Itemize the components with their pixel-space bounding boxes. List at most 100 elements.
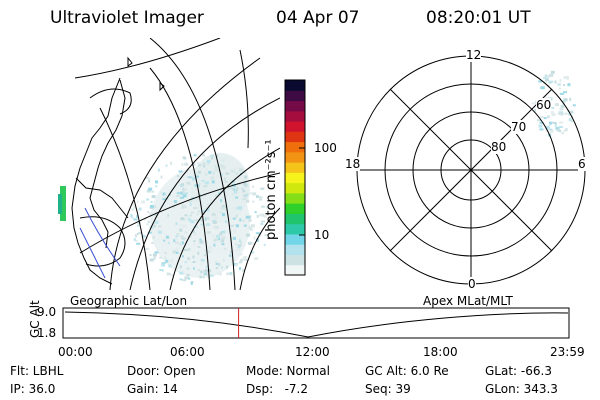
emission-pixel [252, 185, 255, 188]
emission-pixel [552, 122, 557, 124]
emission-pixel [259, 198, 263, 201]
emission-pixel [543, 76, 548, 79]
emission-pixel [206, 159, 211, 163]
emission-pixel [256, 195, 259, 199]
emission-pixel [557, 82, 561, 85]
emission-pixel [234, 264, 237, 267]
emission-pixel [178, 170, 183, 173]
emission-pixel [244, 259, 249, 261]
emission-pixel [138, 207, 142, 211]
emission-pixel [216, 234, 221, 238]
emission-pixel [216, 155, 219, 158]
y-tick-1-8: 1.8 [37, 326, 57, 340]
emission-pixel [201, 258, 205, 262]
emission-pixel [231, 187, 234, 191]
emission-pixel [204, 248, 208, 252]
emission-pixel [215, 267, 218, 269]
emission-pixel [183, 188, 187, 191]
emission-pixel [193, 218, 196, 222]
emission-pixel [254, 257, 259, 260]
emission-pixel [239, 239, 241, 243]
polar-plot [356, 55, 586, 285]
colorbar-segment [285, 213, 305, 225]
emission-pixel [225, 187, 230, 191]
emission-pixel [199, 218, 203, 222]
emission-pixel [193, 267, 195, 270]
emission-pixel [186, 267, 190, 270]
emission-pixel [205, 265, 208, 268]
emission-pixel [165, 259, 169, 263]
emission-pixel [263, 243, 266, 246]
emission-pixel [554, 123, 557, 127]
emission-pixel [250, 251, 255, 254]
emission-pixel [201, 179, 205, 182]
emission-pixel [204, 173, 208, 176]
emission-pixel [165, 235, 169, 239]
emission-pixel [539, 116, 544, 118]
emission-pixel [240, 241, 243, 244]
emission-pixel [551, 106, 555, 109]
emission-pixel [212, 225, 216, 229]
emission-pixel [562, 100, 566, 104]
emission-pixel [152, 235, 155, 239]
colorbar-segment [285, 100, 305, 112]
polar-grid [356, 55, 586, 285]
emission-pixel [214, 165, 217, 168]
emission-pixel [266, 205, 271, 209]
mlt-label-0: 0 [468, 277, 476, 291]
emission-pixel [238, 168, 243, 172]
emission-pixel [184, 231, 188, 234]
emission-pixel [260, 220, 265, 223]
emission-pixel [157, 168, 160, 172]
x-tick-0600: 06:00 [170, 345, 205, 359]
emission-pixel [194, 184, 199, 187]
mode-info: Mode: Normal [246, 364, 330, 378]
emission-pixel [551, 111, 554, 115]
emission-pixel [149, 258, 154, 262]
emission-pixel [193, 199, 197, 202]
emission-pixel [133, 205, 136, 209]
emission-pixel [243, 192, 247, 195]
emission-pixel [182, 156, 186, 159]
emission-pixel [241, 198, 246, 201]
emission-pixel [204, 181, 209, 185]
emission-pixel [563, 98, 568, 102]
emission-pixel [212, 171, 215, 175]
emission-pixel [217, 191, 221, 195]
emission-pixel [179, 265, 182, 269]
emission-pixel [182, 279, 187, 282]
emission-pixel [538, 124, 543, 128]
emission-pixel [549, 121, 552, 125]
emission-pixel [198, 182, 201, 186]
orbit-altitude-plot [62, 307, 570, 339]
colorbar-unit-label: photon cm⁻²s⁻¹ [264, 139, 279, 240]
emission-pixel [236, 248, 240, 252]
emission-pixel [187, 247, 191, 251]
emission-pixel [195, 175, 200, 178]
emission-pixel [543, 81, 548, 84]
emission-pixel [174, 241, 179, 244]
emission-pixel [167, 242, 170, 245]
emission-pixel [556, 128, 559, 132]
emission-pixel [160, 175, 163, 179]
emission-pixel [224, 180, 228, 183]
emission-pixel [545, 78, 549, 82]
emission-pixel [243, 182, 247, 186]
emission-pixel [184, 261, 187, 264]
emission-pixel [181, 183, 185, 187]
emission-pixel [173, 200, 177, 204]
emission-pixel [141, 200, 145, 204]
emission-pixel [147, 220, 150, 223]
emission-pixel [197, 170, 201, 174]
emission-pixel [181, 163, 184, 167]
emission-pixel [154, 214, 158, 217]
emission-pixel [242, 268, 245, 272]
emission-pixel [149, 204, 154, 208]
emission-pixel [531, 102, 535, 105]
emission-pixel [188, 218, 191, 222]
emission-pixel [214, 225, 219, 229]
emission-pixel [163, 239, 166, 242]
emission-pixel [211, 235, 215, 237]
emission-pixel [233, 188, 236, 191]
emission-pixel [230, 169, 235, 173]
